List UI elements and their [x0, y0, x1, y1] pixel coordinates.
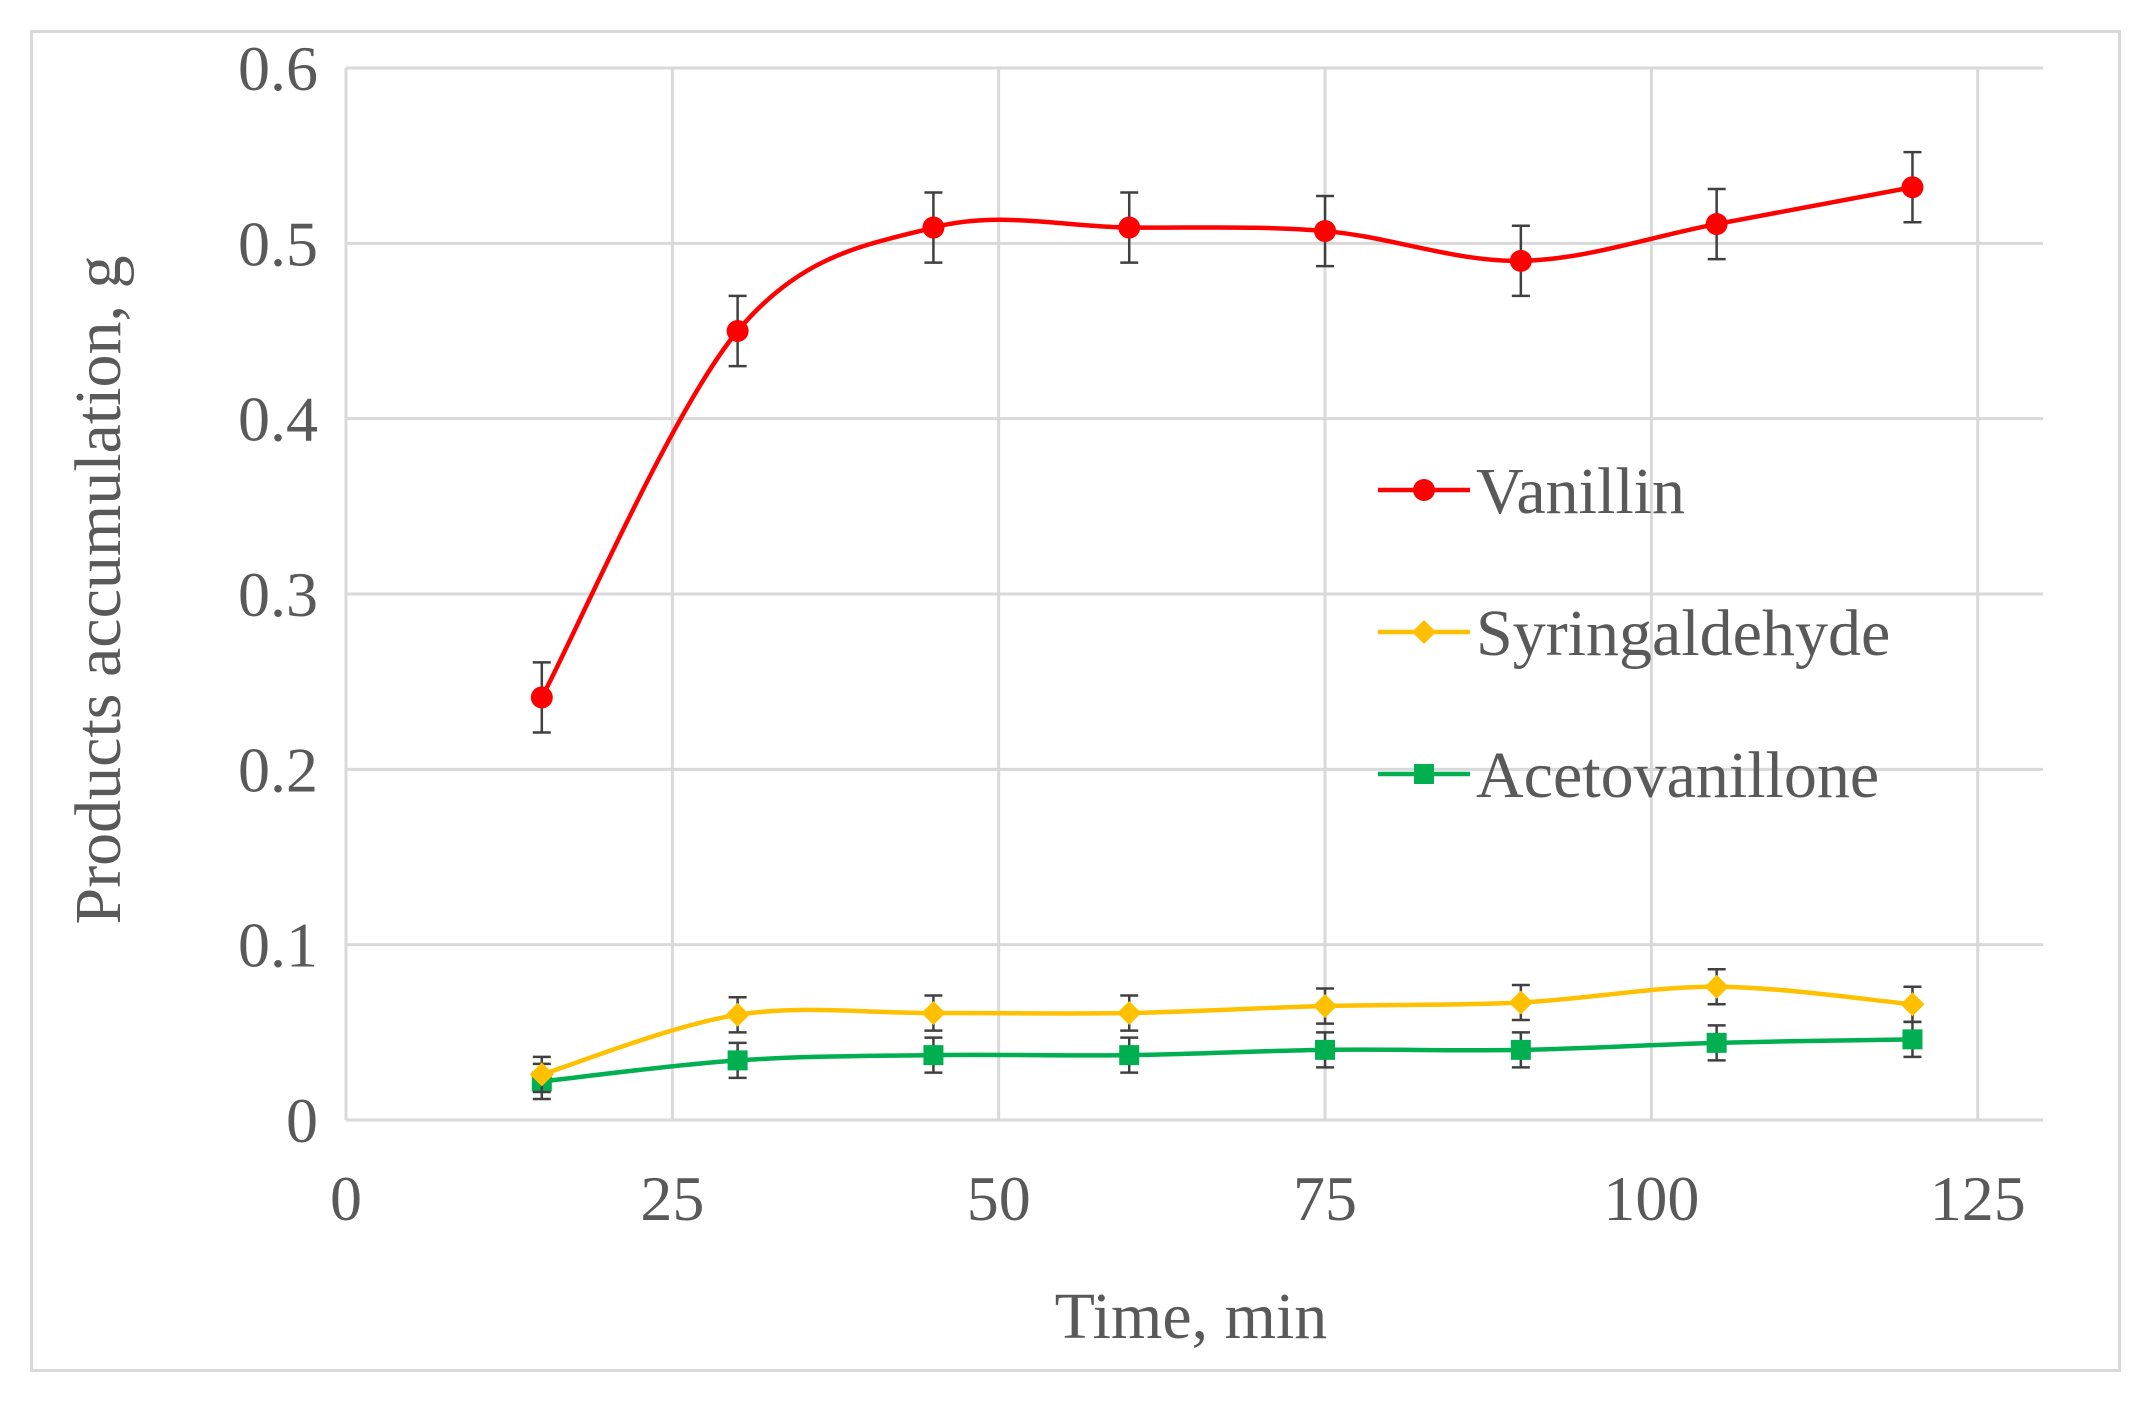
legend-label: Vanillin [1476, 455, 1685, 528]
data-point-acetovanillone [1510, 1039, 1531, 1060]
data-point-syringaldehyde [529, 1062, 554, 1087]
legend-marker [1414, 764, 1434, 784]
y-tick-label: 0.6 [238, 33, 318, 104]
series-syringaldehyde [529, 967, 1925, 1094]
series-line-vanillin [539, 185, 1913, 699]
x-tick-label: 125 [1930, 1163, 2026, 1234]
data-point-syringaldehyde [1117, 1001, 1142, 1026]
data-point-acetovanillone [1902, 1029, 1923, 1050]
x-tick-labels: 0 25 50 75 100 125 [330, 1163, 2026, 1234]
data-point-acetovanillone [1706, 1032, 1727, 1053]
data-point-vanillin [1509, 249, 1532, 272]
legend-label: Acetovanillone [1476, 739, 1879, 812]
y-tick-labels: 0 0.1 0.2 0.3 0.4 0.5 0.6 [238, 33, 318, 1156]
data-point-vanillin [922, 216, 945, 239]
y-tick-label: 0.5 [238, 208, 318, 279]
legend-marker [1413, 479, 1435, 501]
y-tick-label: 0.1 [238, 910, 318, 981]
legend-item-syringaldehyde: Syringaldehyde [1378, 597, 1890, 670]
data-point-vanillin [1705, 213, 1728, 236]
y-tick-label: 0.3 [238, 559, 318, 630]
series-vanillin [530, 150, 1924, 734]
y-axis-title: Products accumulation, g [62, 255, 135, 924]
series-layer [529, 150, 1925, 1101]
data-point-acetovanillone [1119, 1045, 1140, 1066]
x-tick-label: 75 [1293, 1163, 1357, 1234]
data-point-vanillin [1314, 220, 1337, 243]
x-axis-title: Time, min [1055, 1280, 1328, 1353]
y-tick-label: 0.2 [238, 734, 318, 805]
x-tick-label: 100 [1603, 1163, 1699, 1234]
data-point-vanillin [530, 686, 553, 709]
legend-marker [1412, 620, 1436, 644]
data-point-syringaldehyde [921, 1001, 946, 1026]
data-point-syringaldehyde [725, 1002, 750, 1027]
data-point-acetovanillone [923, 1045, 944, 1066]
x-tick-label: 0 [330, 1163, 362, 1234]
axes [344, 68, 2043, 1122]
data-point-syringaldehyde [1313, 994, 1338, 1019]
legend-item-vanillin: Vanillin [1378, 455, 1685, 528]
series-line-syringaldehyde [541, 984, 1913, 1077]
data-point-vanillin [1118, 216, 1141, 239]
data-point-acetovanillone [1315, 1039, 1336, 1060]
series-acetovanillone [531, 1020, 1923, 1101]
x-tick-label: 50 [967, 1163, 1031, 1234]
series-line-acetovanillone [541, 1037, 1913, 1084]
chart-frame [30, 30, 2121, 1372]
data-point-vanillin [1901, 176, 1924, 199]
legend-item-acetovanillone: Acetovanillone [1378, 739, 1879, 812]
y-tick-label: 0 [286, 1085, 318, 1156]
data-point-acetovanillone [727, 1050, 748, 1071]
data-point-syringaldehyde [1704, 974, 1729, 999]
data-point-syringaldehyde [1900, 992, 1925, 1017]
legend: Vanillin Syringaldehyde Acetovanillone [1378, 455, 1890, 812]
legend-label: Syringaldehyde [1476, 597, 1890, 670]
y-tick-label: 0.4 [238, 384, 318, 455]
data-point-syringaldehyde [1508, 990, 1533, 1015]
data-point-vanillin [726, 320, 749, 342]
x-tick-label: 25 [640, 1163, 704, 1234]
